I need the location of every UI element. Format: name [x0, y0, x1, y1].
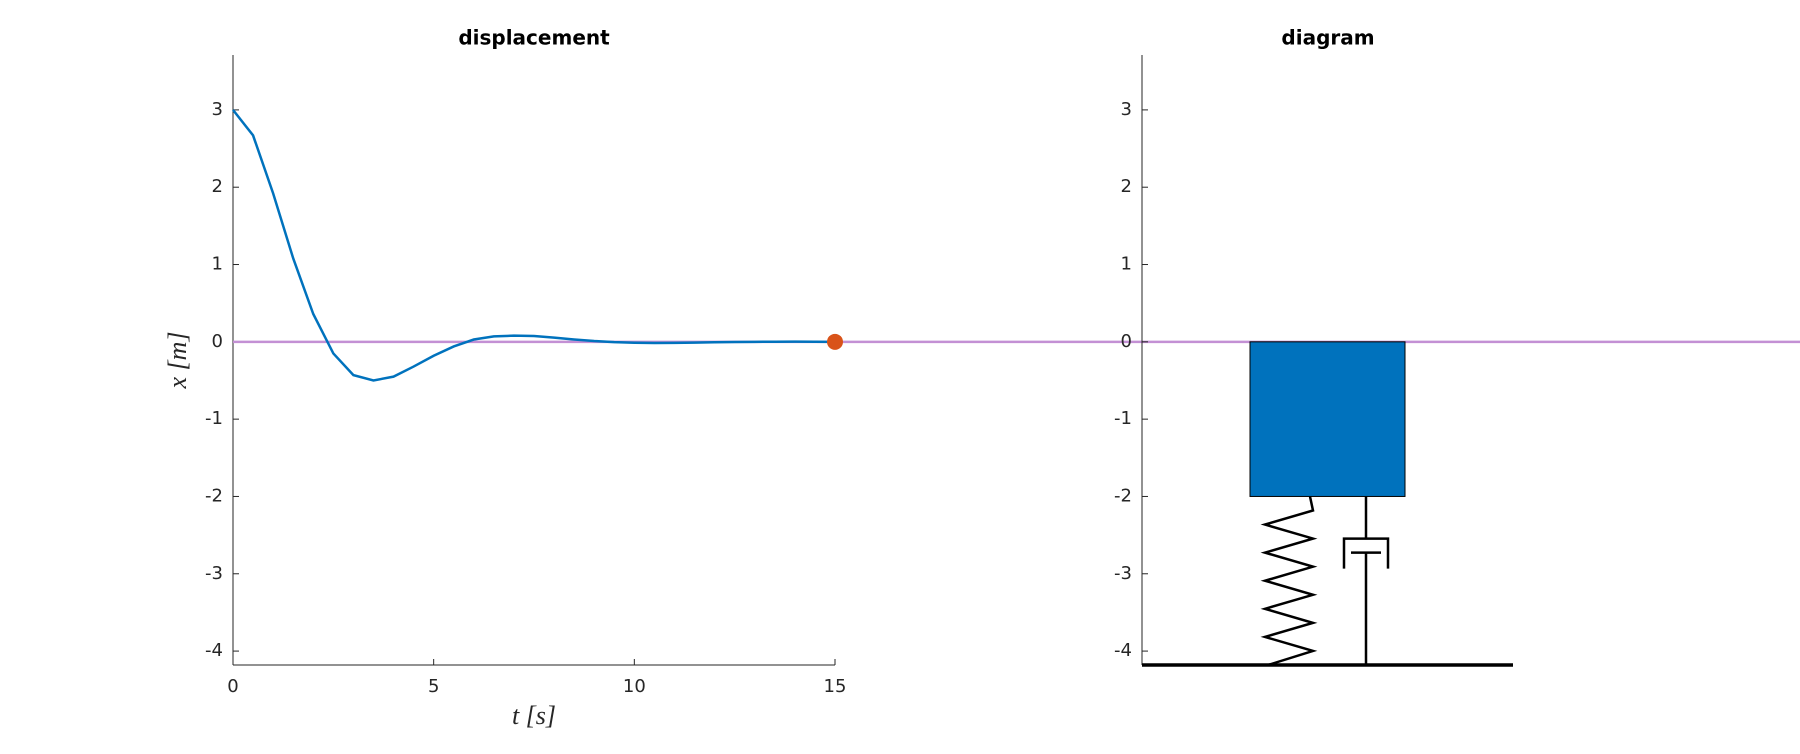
x-tick-label: 5 — [428, 676, 439, 697]
damper-cup — [1342, 537, 1390, 569]
y-tick-label: 3 — [1121, 99, 1132, 120]
y-tick-label: 1 — [212, 254, 223, 275]
x-tick-label: 15 — [824, 676, 847, 697]
x-axis-label: t [s] — [512, 701, 556, 730]
y-tick-label: 0 — [212, 331, 223, 352]
y-tick-label: -2 — [205, 485, 223, 506]
y-tick-label: -4 — [205, 640, 223, 661]
y-tick-label: 1 — [1121, 254, 1132, 275]
y-tick-label: 3 — [212, 99, 223, 120]
y-tick-label: 0 — [1121, 331, 1132, 352]
y-tick-label: -3 — [1114, 563, 1132, 584]
y-tick-label: -4 — [1114, 640, 1132, 661]
y-tick-label: 2 — [212, 176, 223, 197]
spring — [1260, 496, 1318, 667]
current-point — [827, 333, 843, 350]
x-tick-label: 10 — [623, 676, 646, 697]
chart-title: displacement — [458, 26, 610, 50]
x-tick-label: 0 — [227, 676, 238, 697]
y-tick-label: -1 — [1114, 408, 1132, 429]
y-tick-label: -2 — [1114, 485, 1132, 506]
mass — [1249, 341, 1406, 497]
chart-title: diagram — [1281, 26, 1374, 50]
data-line — [232, 109, 836, 382]
y-tick-label: 2 — [1121, 176, 1132, 197]
y-tick-label: -3 — [205, 563, 223, 584]
y-axis-label: x [m] — [163, 331, 192, 389]
y-tick-label: -1 — [205, 408, 223, 429]
